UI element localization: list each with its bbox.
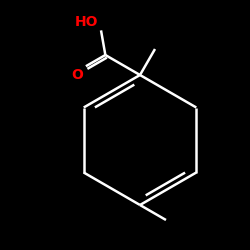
Text: O: O xyxy=(72,68,83,82)
Text: HO: HO xyxy=(75,15,98,29)
